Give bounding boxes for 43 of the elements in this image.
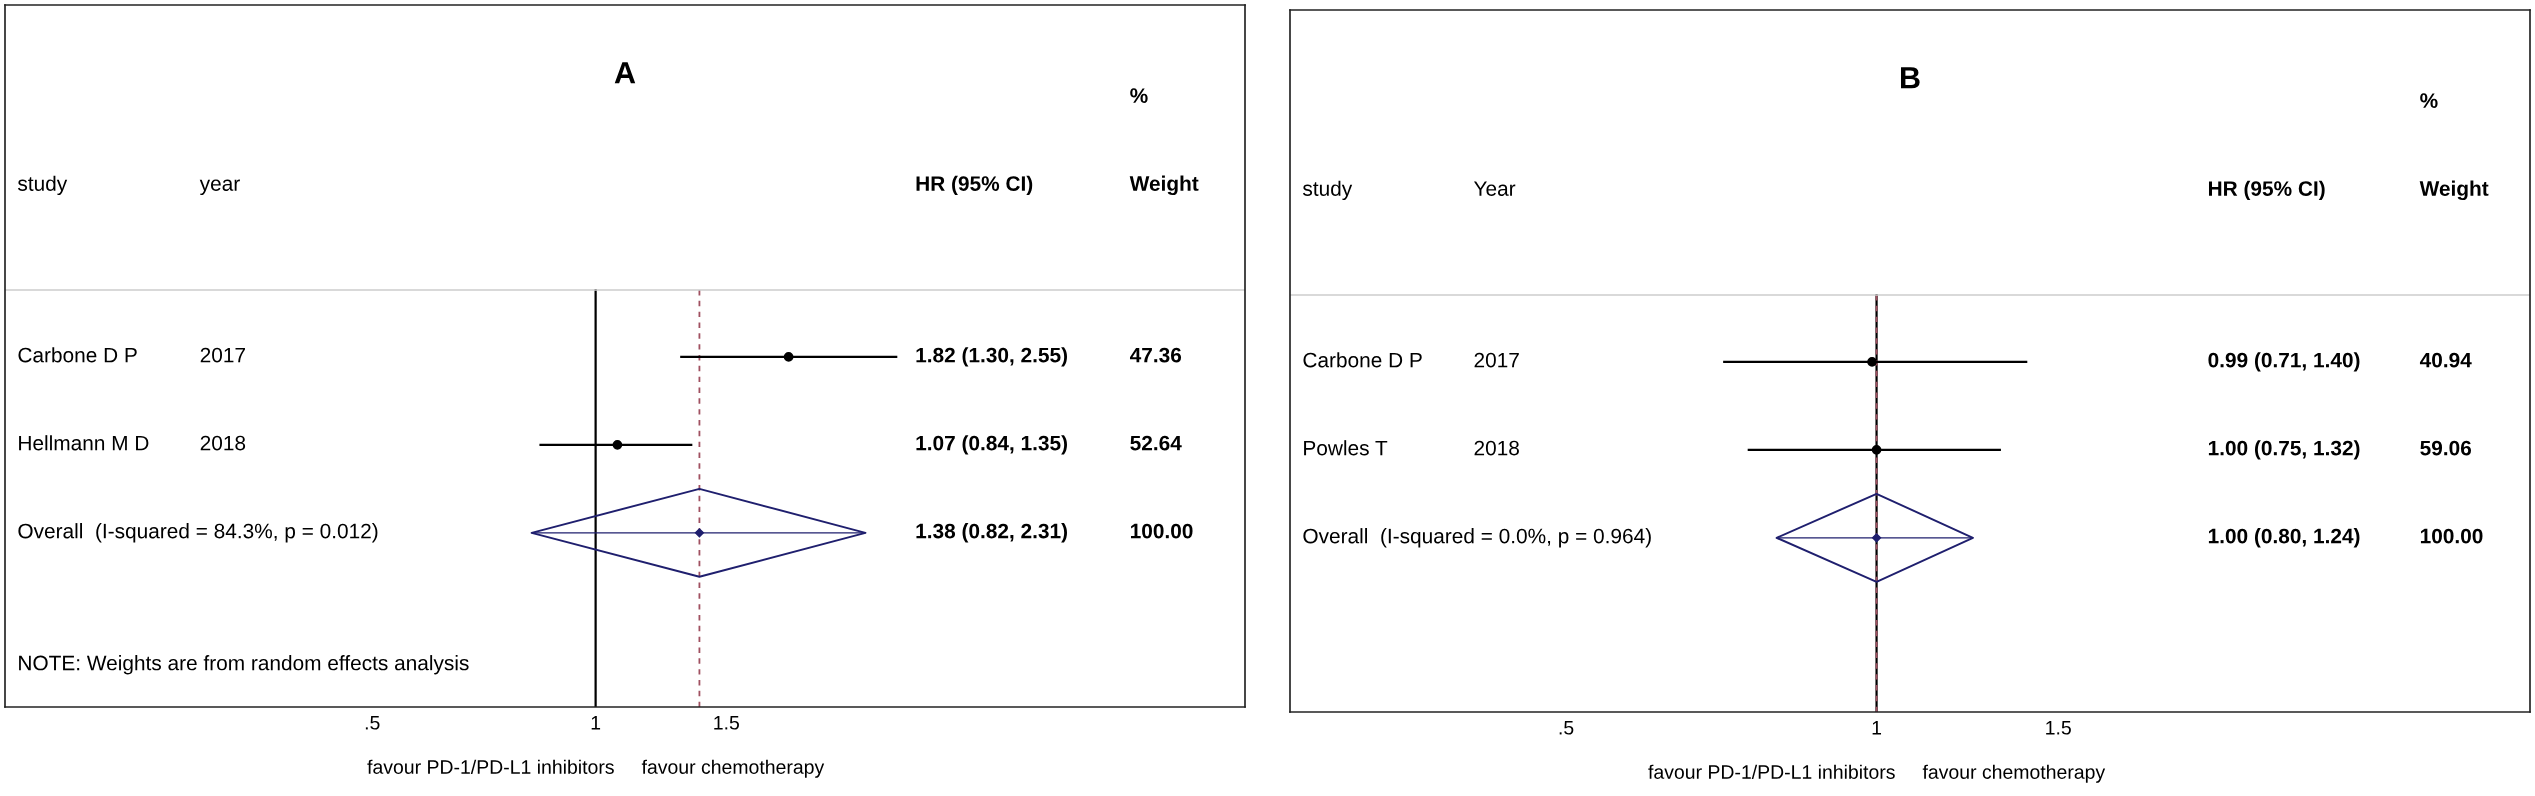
x-tick-label: 1.5 (2046, 721, 2071, 735)
text: study (1302, 180, 1353, 201)
text: 1.00 (0.80, 1.24) (2208, 528, 2360, 548)
x-tick-label: 1 (1872, 721, 1882, 735)
text: 1.00 (0.75, 1.32) (2208, 440, 2360, 460)
category-label: Carbone D P (1303, 352, 1422, 368)
chart-title: B (1901, 67, 1920, 89)
text: 0.99 (0.71, 1.40) (2208, 352, 2360, 372)
category-label: Overall (I-squared = 0.0%, p = 0.964) (1303, 528, 1651, 548)
annotation: 100.00 (1130, 523, 1193, 539)
text: HR (95% CI) (916, 175, 1033, 196)
annotation: 40.94 (2419, 352, 2472, 368)
y2-tick-label: 2018 (200, 435, 246, 451)
text: year (199, 179, 240, 196)
text: HR (95% CI) (2208, 180, 2325, 201)
text: % (2420, 93, 2438, 108)
x-axis-title: favour PD-1/PD-L1 inhibitors favour chemotherapy (1648, 764, 2106, 783)
text: 1.07 (0.84, 1.35) (916, 435, 1068, 455)
y2-tick-label: 2017 (200, 347, 245, 363)
text: NOTE: Weights are from random effects analysis (19, 655, 469, 675)
annotation: 47.36 (1130, 347, 1182, 363)
category-label: Hellmann M D (19, 435, 149, 451)
annotation: 59.06 (2420, 440, 2472, 456)
x-tick-label: .5 (1559, 721, 1574, 735)
x-axis-title: favour PD-1/PD-L1 inhibitors favour chemotherapy (367, 759, 825, 778)
text: study (17, 175, 68, 196)
text: Weight (2419, 180, 2489, 201)
x-tick-label: 1 (591, 716, 601, 730)
text: Weight (1129, 175, 1199, 196)
text: Year (1473, 181, 1516, 196)
annotation: 100.00 (2420, 528, 2483, 544)
x-tick-label: 1.5 (714, 716, 739, 730)
y2-tick-label: 2018 (1474, 440, 1519, 456)
text: % (1130, 88, 1148, 103)
x-tick-label: .5 (365, 716, 380, 730)
text: 1.38 (0.82, 2.31) (916, 523, 1068, 543)
category-label: Powles T (1304, 440, 1388, 456)
y2-tick-label: 2017 (1474, 352, 1519, 368)
category-label: Overall (I-squared = 84.3%, p = 0.012) (18, 523, 378, 543)
annotation: 52.64 (1130, 435, 1182, 451)
text: 1.82 (1.30, 2.55) (916, 347, 1068, 367)
chart-title: A (614, 62, 636, 84)
category-label: Carbone D P (18, 347, 137, 363)
